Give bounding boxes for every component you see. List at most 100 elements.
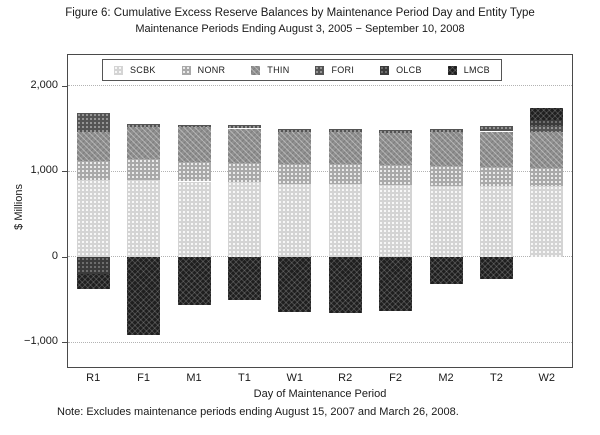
x-tick-label-r1: R1 — [86, 372, 101, 384]
bar-segment-w2-lmcb — [530, 107, 564, 120]
legend-label-nonr: NONR — [197, 65, 226, 75]
legend-item-olcb: OLCB — [380, 65, 422, 75]
bar-segment-f1-scbk — [127, 179, 161, 257]
legend-item-lmcb: LMCB — [447, 65, 490, 75]
x-tick-label-f1: F1 — [137, 372, 151, 384]
bar-segment-r1-fori — [76, 113, 110, 132]
bar-segment-f1-nonr — [127, 159, 161, 180]
legend-swatch-nonr — [181, 65, 191, 75]
bar-segment-r2-fori — [328, 129, 362, 133]
bar-segment-t2-scbk — [479, 185, 513, 257]
bar-segment-f2-fori — [379, 130, 413, 133]
gridline--1000 — [68, 341, 572, 343]
legend-item-nonr: NONR — [181, 65, 226, 75]
legend-swatch-olcb — [380, 65, 390, 75]
bar-segment-r2-lmcb — [328, 256, 362, 313]
legend-item-fori: FORI — [315, 65, 354, 75]
bar-segment-f1-lmcb — [127, 256, 161, 336]
bar-segment-f1-thin — [127, 126, 161, 160]
y-tick-label: 2,000 — [30, 78, 58, 91]
bar-segment-f1-fori — [127, 124, 161, 127]
legend-label-fori: FORI — [331, 65, 355, 75]
bar-segment-f2-thin — [379, 132, 413, 166]
bar-segment-r1-olcb — [76, 256, 110, 275]
y-tick-label: 0 — [51, 249, 58, 262]
gridline-1000 — [68, 170, 572, 172]
legend-item-scbk: SCBK — [114, 65, 156, 75]
gridline-2000 — [68, 85, 572, 87]
bar-segment-m1-lmcb — [177, 256, 211, 306]
bar-segment-m1-scbk — [177, 181, 211, 257]
bar-segment-w2-olcb — [530, 119, 564, 126]
legend-swatch-scbk — [114, 65, 123, 75]
bar-segment-r1-lmcb — [76, 274, 110, 290]
bar-segment-w1-nonr — [278, 163, 312, 184]
bar-segment-r2-scbk — [328, 183, 362, 257]
legend-label-scbk: SCBK — [130, 65, 156, 75]
chart-title: Figure 6: Cumulative Excess Reserve Bala… — [65, 7, 535, 19]
bar-segment-m2-fori — [429, 129, 463, 133]
plot-area: SCBK NONR THIN FORI OLCB LMCB — [67, 54, 573, 368]
x-tick-label-m2: M2 — [438, 372, 454, 384]
bar-segment-t1-nonr — [227, 162, 261, 183]
legend-label-thin: THIN — [267, 65, 290, 75]
bar-segment-r2-thin — [328, 132, 362, 164]
bar-segment-t1-scbk — [227, 182, 261, 257]
bar-segment-m2-lmcb — [429, 256, 463, 285]
bar-segment-t1-fori — [227, 125, 261, 129]
bar-segment-t1-thin — [227, 128, 261, 163]
bar-segment-w1-scbk — [278, 183, 312, 257]
y-tick-mark — [62, 342, 67, 344]
bar-segment-w1-thin — [278, 131, 312, 164]
legend-swatch-fori — [315, 65, 325, 75]
bar-segment-m2-nonr — [429, 166, 463, 187]
x-tick-label-t1: T1 — [237, 372, 251, 384]
bar-segment-m1-thin — [177, 127, 211, 163]
chart-subtitle: Maintenance Periods Ending August 3, 200… — [135, 23, 465, 35]
bar-segment-f2-scbk — [379, 185, 413, 257]
bar-segment-t2-fori — [479, 125, 513, 132]
bar-segment-m1-fori — [177, 125, 211, 128]
x-tick-label-f2: F2 — [389, 372, 403, 384]
bar-segment-f2-lmcb — [379, 256, 413, 311]
y-tick-mark — [62, 85, 67, 87]
bar-segment-r1-nonr — [76, 161, 110, 180]
bar-segment-w2-scbk — [530, 186, 564, 257]
bar-segment-r1-scbk — [76, 179, 110, 257]
x-tick-label-w2: W2 — [538, 372, 556, 384]
bar-segment-t2-thin — [479, 131, 513, 168]
bar-segment-r2-nonr — [328, 163, 362, 184]
bar-segment-w2-nonr — [530, 167, 564, 187]
x-tick-label-w1: W1 — [286, 372, 304, 384]
y-tick-label: 1,000 — [30, 164, 58, 177]
x-axis-title: Day of Maintenance Period — [253, 388, 387, 400]
bar-segment-r1-thin — [76, 131, 110, 162]
legend-item-thin: THIN — [251, 65, 289, 75]
gridline-0 — [68, 256, 572, 258]
bar-segment-m2-scbk — [429, 186, 463, 257]
bar-segment-w1-fori — [278, 129, 312, 132]
x-tick-label-r2: R2 — [338, 372, 353, 384]
bar-segment-t1-lmcb — [227, 256, 261, 301]
bar-segment-m2-thin — [429, 132, 463, 167]
bar-segment-t2-lmcb — [479, 256, 513, 279]
legend-label-lmcb: LMCB — [463, 65, 490, 75]
footnote: Note: Excludes maintenance periods endin… — [57, 406, 459, 418]
bar-segment-t2-nonr — [479, 167, 513, 186]
bar-segment-m1-nonr — [177, 162, 211, 182]
y-tick-label: −1,000 — [24, 335, 58, 348]
legend-swatch-lmcb — [447, 65, 457, 75]
y-tick-mark — [62, 256, 67, 258]
y-axis-title-text: $ Millions — [13, 184, 25, 230]
bar-segment-w2-thin — [530, 131, 564, 168]
legend-label-olcb: OLCB — [396, 65, 422, 75]
bar-segment-w1-lmcb — [278, 256, 312, 313]
x-tick-label-t2: T2 — [489, 372, 503, 384]
legend: SCBK NONR THIN FORI OLCB LMCB — [102, 59, 502, 81]
bar-segment-f2-nonr — [379, 165, 413, 186]
x-tick-label-m1: M1 — [186, 372, 202, 384]
legend-swatch-thin — [251, 65, 261, 75]
bar-segment-w2-fori — [530, 125, 564, 132]
y-tick-mark — [62, 171, 67, 173]
